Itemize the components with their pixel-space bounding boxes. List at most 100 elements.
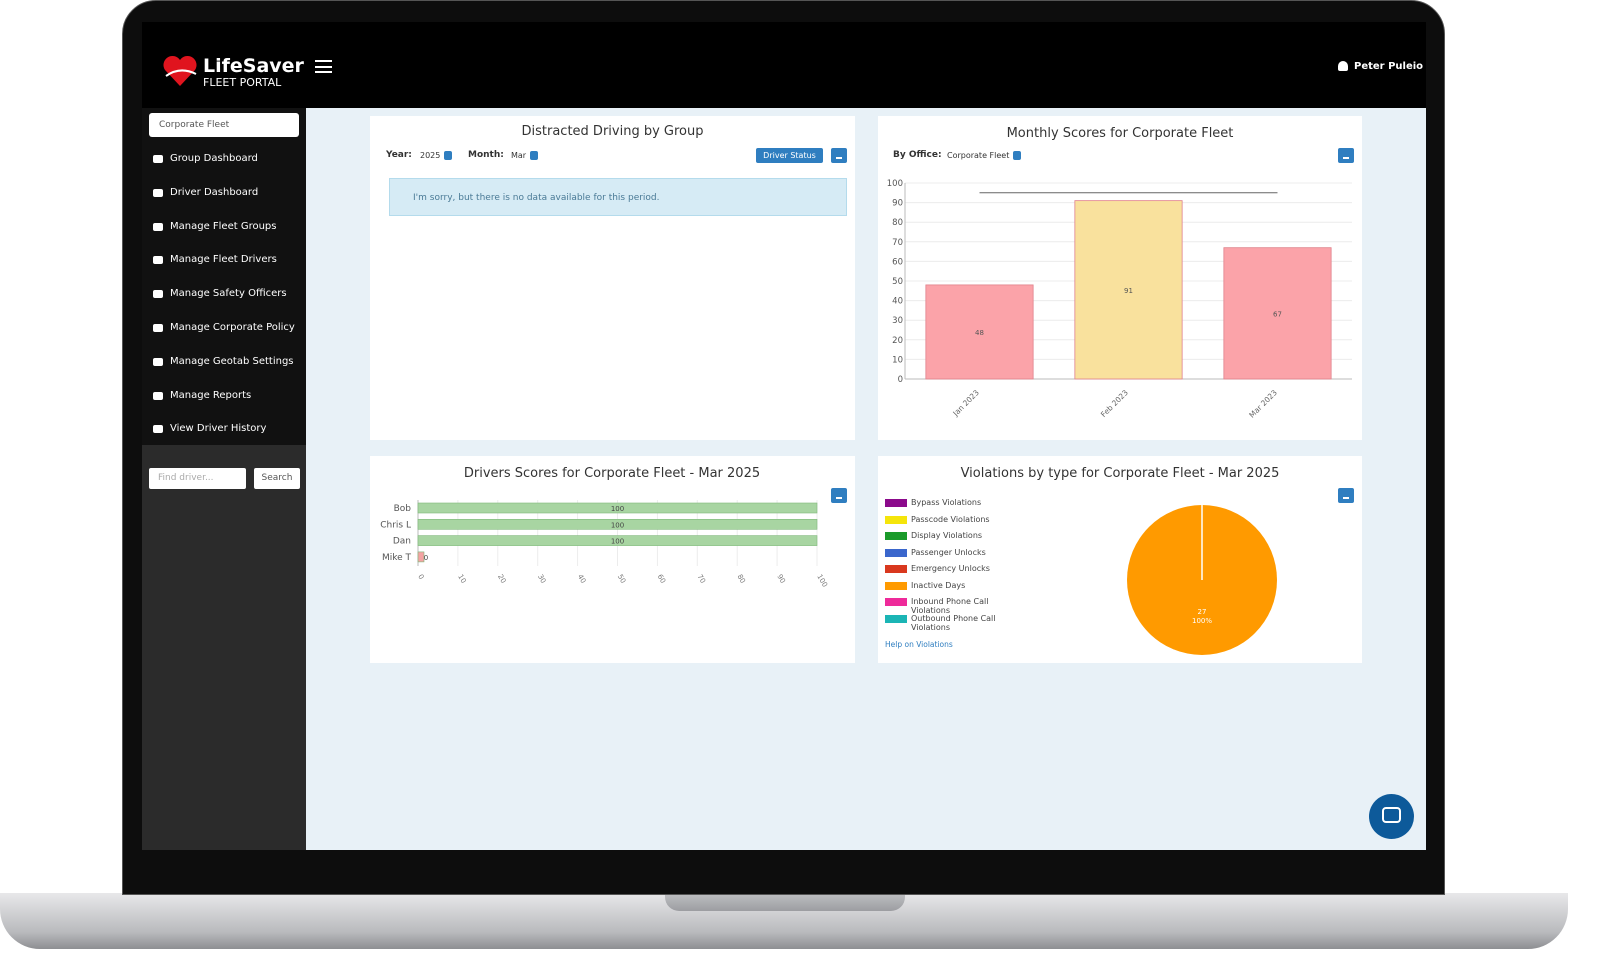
menu-item[interactable]: Manage Fleet Groups [170,220,277,232]
y-tick-label: 90 [892,199,903,209]
chart-title: Violations by type for Corporate Fleet -… [961,466,1280,481]
legend-label: Passenger Unlocks [911,547,986,557]
month-label: Month: [468,150,504,160]
legend-swatch [885,548,907,557]
menu-icon [153,391,163,400]
menu-item[interactable]: Manage Fleet Drivers [170,254,277,266]
group-select[interactable]: Corporate Fleet [149,113,299,137]
year-label: Year: [386,150,412,160]
legend-label: Passcode Violations [911,514,990,524]
slice-percent-label: 100% [1192,617,1212,625]
menu-icon [153,425,163,434]
panel-distracted [370,116,855,440]
bar-value-label: 100 [611,521,624,529]
menu-icon [153,222,163,231]
panel-drivers [370,456,855,663]
x-tick-label: 20 [496,573,507,585]
y-tick-label: 80 [892,218,903,228]
chart-title: Drivers Scores for Corporate Fleet - Mar… [464,466,760,481]
bar-value-label: 48 [975,329,984,337]
legend-label: Inbound Phone Call Violations [911,597,989,615]
y-tick-label: 50 [892,277,903,287]
y-tick-label: 10 [892,355,903,365]
x-tick-label: 10 [456,573,467,585]
help-link[interactable]: Help on Violations [885,640,953,649]
x-tick-label: 0 [416,573,425,581]
x-tick-label: 70 [696,573,707,585]
y-tick-label: Chris L [380,520,411,530]
legend-swatch [885,565,907,573]
menu-item[interactable]: Manage Reports [170,389,252,401]
download-button[interactable] [1338,488,1354,503]
bar-value-label: 67 [1273,310,1282,318]
driver-status-button[interactable]: Driver Status [756,148,823,163]
menu-icon [153,357,163,366]
legend-swatch [885,581,907,590]
legend-label: Inactive Days [911,580,966,590]
x-tick-label: 40 [576,573,587,585]
legend-swatch [885,515,907,524]
chat-button[interactable] [1369,794,1414,839]
download-button[interactable] [831,148,847,163]
bar [417,518,818,530]
x-tick-label: 30 [536,573,547,585]
y-tick-label: 60 [892,257,903,267]
legend-label: Outbound Phone Call Violations [911,613,996,632]
laptop-notch [665,893,905,911]
brand: LifeSaver [203,55,304,77]
menu-icon [153,290,163,299]
legend-swatch [885,598,907,606]
month-select[interactable]: Mar [507,150,540,161]
legend-label: Emergency Unlocks [911,564,990,573]
bar [417,535,818,546]
y-tick-label: 100 [887,179,903,189]
search-button[interactable]: Search [254,468,300,489]
y-tick-label: 70 [892,238,903,248]
x-tick-label: 80 [735,573,746,585]
menu-toggle[interactable] [315,60,332,73]
x-tick-label: 50 [616,573,627,585]
menu-item[interactable]: Manage Corporate Policy [170,322,295,333]
x-tick-label: 90 [775,573,786,585]
menu-item[interactable]: View Driver History [170,423,267,435]
logo-heart [163,55,197,86]
menu-icon [153,256,163,265]
menu-item[interactable]: Manage Safety Officers [170,288,287,300]
tagline: FLEET PORTAL [203,76,282,89]
chart-title: Monthly Scores for Corporate Fleet [1007,126,1234,141]
bar-value-label: 91 [1124,287,1133,295]
x-tick-label: Jan 2023 [950,388,981,419]
legend-label: Display Violations [911,531,983,540]
menu-item[interactable]: Group Dashboard [170,153,258,164]
y-tick-label: 20 [892,336,903,346]
menu-icon [153,324,163,332]
bar-value-label: 100 [611,538,624,546]
legend-swatch [885,614,907,623]
y-tick-label: Dan [393,537,411,547]
bar [417,502,818,514]
panel-violations [878,456,1362,663]
panel-title: Distracted Driving by Group [521,124,704,139]
office-label: By Office: [893,150,942,160]
year-select[interactable]: 2025 [416,150,454,161]
x-tick-label: Mar 2023 [1247,388,1279,420]
sidebar-menu-bg [142,108,306,445]
user-menu[interactable]: Peter Puleio [1354,61,1424,72]
menu-item[interactable]: Driver Dashboard [170,186,259,198]
bar [417,551,425,563]
legend-swatch [885,499,907,507]
menu-item[interactable]: Manage Geotab Settings [170,355,294,367]
no-data-alert: I'm sorry, but there is no data availabl… [389,178,847,216]
bar [925,284,1034,380]
download-button[interactable] [831,488,847,503]
search-input[interactable]: Find driver... [149,468,246,489]
office-select[interactable]: Corporate Fleet [943,150,1023,161]
y-tick-label: 30 [892,316,903,326]
y-tick-label: Mike T [382,553,412,563]
user-icon [1338,61,1348,71]
download-button[interactable] [1338,148,1354,163]
bar [1074,200,1183,380]
y-tick-label: 0 [898,375,903,385]
